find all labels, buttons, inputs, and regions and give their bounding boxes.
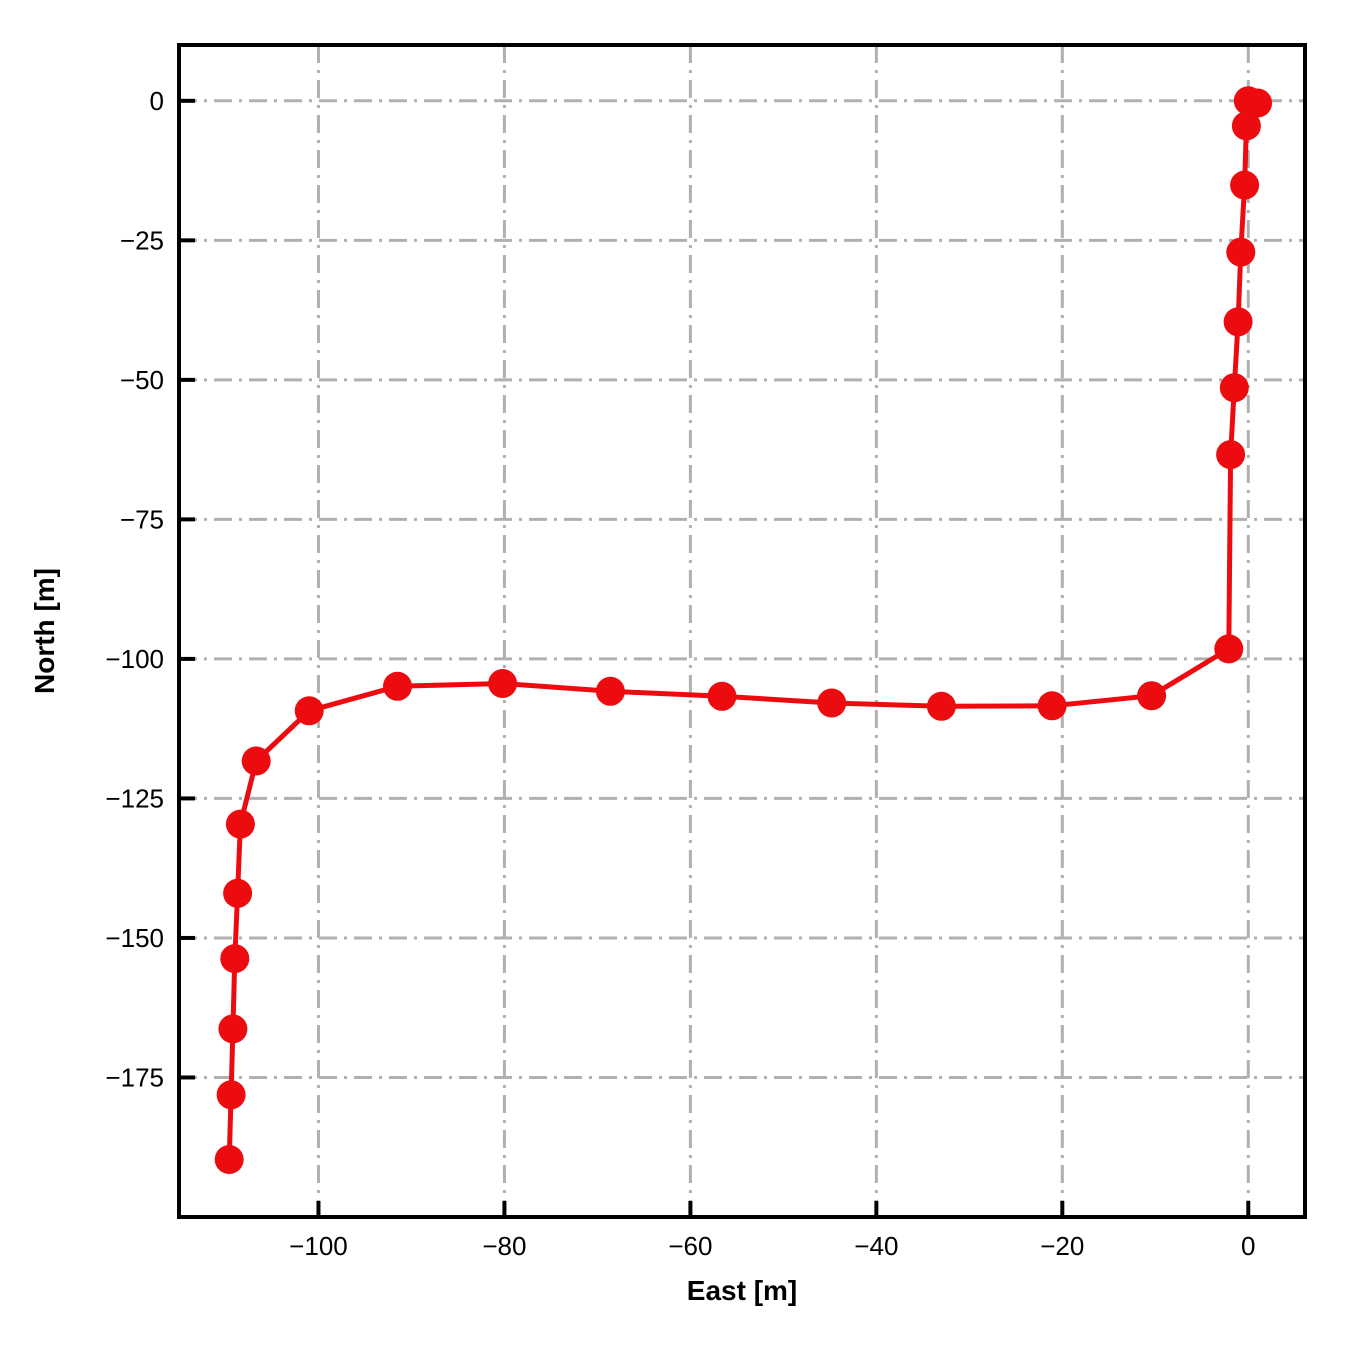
- trajectory-point: [1231, 111, 1261, 141]
- trajectory-point: [926, 691, 956, 721]
- y-axis-label: North [m]: [29, 568, 60, 694]
- x-tick-label: −80: [482, 1231, 526, 1261]
- trajectory-point: [1137, 681, 1167, 711]
- trajectory-point: [595, 676, 625, 706]
- x-tick-label: 0: [1241, 1231, 1255, 1261]
- x-axis-label: East [m]: [687, 1275, 797, 1306]
- y-tick-label: −75: [120, 504, 164, 534]
- x-tick-label: −20: [1040, 1231, 1084, 1261]
- trajectory-point: [1214, 634, 1244, 664]
- trajectory-point: [1230, 170, 1260, 200]
- tick-labels: −100 −80 −60 −40 −20 0 0 −25 −50 −75 −100 −125 −150 −…: [105, 86, 1255, 1261]
- trajectory-point: [488, 669, 518, 698]
- trajectory-point: [223, 878, 253, 908]
- y-tick-label: 0: [150, 86, 164, 116]
- y-tick-label: −100: [105, 644, 164, 674]
- trajectory-point: [220, 944, 250, 974]
- y-tick-label: −25: [120, 225, 164, 255]
- y-tick-label: −150: [105, 923, 164, 953]
- trajectory-point: [218, 1014, 248, 1044]
- trajectory-point: [225, 809, 255, 839]
- x-tick-label: −40: [854, 1231, 898, 1261]
- y-tick-label: −125: [105, 783, 164, 813]
- trajectory-point: [1223, 307, 1253, 337]
- y-tick-label: −175: [105, 1062, 164, 1092]
- trajectory-point: [241, 746, 271, 776]
- trajectory-line: [226, 98, 1261, 1162]
- x-tick-label: −60: [668, 1231, 712, 1261]
- x-tick-label: −100: [289, 1231, 348, 1261]
- trajectory-point: [214, 1145, 244, 1174]
- trajectory-point: [216, 1080, 246, 1110]
- trajectory-series: [214, 86, 1273, 1174]
- trajectory-point: [1226, 237, 1256, 267]
- grid: [179, 45, 1305, 1217]
- plot-border: [177, 43, 1307, 1219]
- trajectory-point: [1037, 691, 1067, 721]
- trajectory-point: [1219, 373, 1249, 403]
- trajectory-point: [1216, 440, 1246, 470]
- trajectory-point: [383, 671, 412, 701]
- trajectory-point: [817, 688, 847, 718]
- trajectory-point: [707, 681, 737, 711]
- trajectory-point: [1243, 88, 1273, 118]
- y-tick-label: −50: [120, 365, 164, 395]
- axis-ticks: [179, 98, 1251, 1217]
- trajectory-point: [294, 696, 324, 726]
